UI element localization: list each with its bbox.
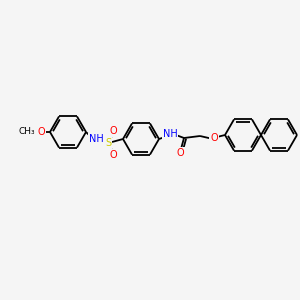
Text: O: O [176, 148, 184, 158]
Text: S: S [105, 138, 111, 148]
Text: O: O [210, 133, 218, 143]
Text: O: O [109, 150, 117, 160]
Text: O: O [109, 126, 117, 136]
Text: O: O [37, 127, 45, 137]
Text: NH: NH [88, 134, 104, 144]
Text: CH₃: CH₃ [19, 128, 35, 136]
Text: NH: NH [163, 129, 177, 139]
